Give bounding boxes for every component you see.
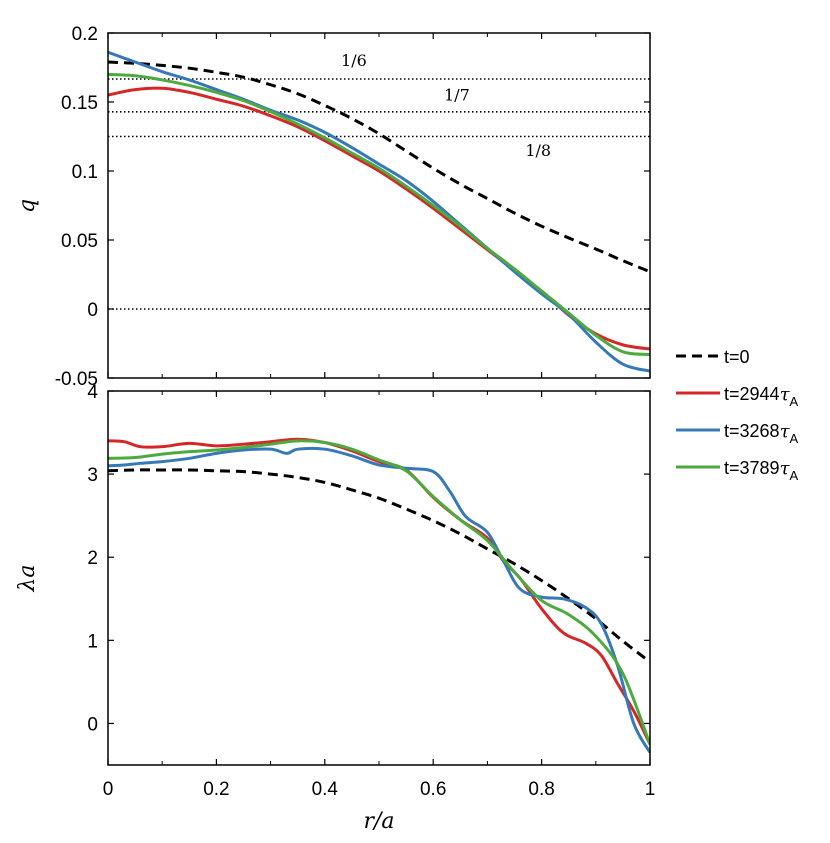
legend-item: t=3789τA bbox=[676, 458, 799, 483]
series-line-t-3789 bbox=[108, 439, 650, 745]
x-tick-label: 0.8 bbox=[528, 779, 554, 800]
series-line-t-3789 bbox=[108, 72, 650, 357]
y-tick-label: 0.15 bbox=[61, 93, 98, 114]
x-tick-label: 0.6 bbox=[420, 779, 446, 800]
rational-surface-label: 1/8 bbox=[525, 141, 551, 160]
lambda-profile-panel: 0 0.2 0.4 0.6 0.8 1 4 3 2 1 0 λa r/a bbox=[15, 382, 655, 834]
series-line-t-3268 bbox=[108, 50, 650, 373]
x-tick-label: 1 bbox=[645, 779, 656, 800]
series-line-t-3268 bbox=[108, 447, 650, 754]
y-axis-label: q bbox=[15, 199, 40, 213]
x-tick-label: 0.4 bbox=[312, 779, 339, 800]
x-tick-label: 0.2 bbox=[203, 779, 229, 800]
y-tick-label: 3 bbox=[87, 465, 98, 486]
legend-label: t=2944τA bbox=[724, 384, 799, 409]
y-axis-label: λa bbox=[15, 564, 40, 592]
legend-item: t=3268τA bbox=[676, 421, 799, 446]
y-tick-label: 0 bbox=[87, 714, 98, 735]
x-axis-label: r/a bbox=[363, 809, 394, 834]
y-tick-label: 4 bbox=[87, 382, 98, 403]
rational-surface-label: 1/6 bbox=[341, 51, 367, 70]
legend-item: t=2944τA bbox=[676, 384, 799, 409]
series-line-t-2944 bbox=[108, 86, 650, 351]
y-tick-label: 0.05 bbox=[61, 231, 98, 252]
rational-surface-label: 1/7 bbox=[444, 86, 470, 105]
series-line-t-0 bbox=[108, 468, 650, 664]
series-line-t-2944 bbox=[108, 437, 650, 745]
legend: t=0 t=2944τA t=3268τA t=3789τA bbox=[676, 347, 799, 483]
legend-label: t=3268τA bbox=[724, 421, 799, 446]
q-profile-panel: 1/6 1/7 1/8 0.2 0.15 0.1 0.05 0 -0.05 q bbox=[15, 24, 651, 390]
y-tick-label: 0.2 bbox=[72, 24, 98, 45]
series-line-t-0 bbox=[108, 60, 650, 274]
y-tick-label: 1 bbox=[87, 631, 98, 652]
y-tick-label: -0.05 bbox=[55, 369, 98, 390]
legend-label: t=0 bbox=[724, 347, 750, 367]
legend-item: t=0 bbox=[676, 347, 750, 367]
axes-box bbox=[107, 390, 651, 766]
y-tick-label: 0 bbox=[87, 300, 98, 321]
y-tick-label: 2 bbox=[87, 548, 98, 569]
legend-label: t=3789τA bbox=[724, 458, 799, 483]
y-tick-label: 0.1 bbox=[72, 162, 98, 183]
x-tick-label: 0 bbox=[103, 779, 114, 800]
